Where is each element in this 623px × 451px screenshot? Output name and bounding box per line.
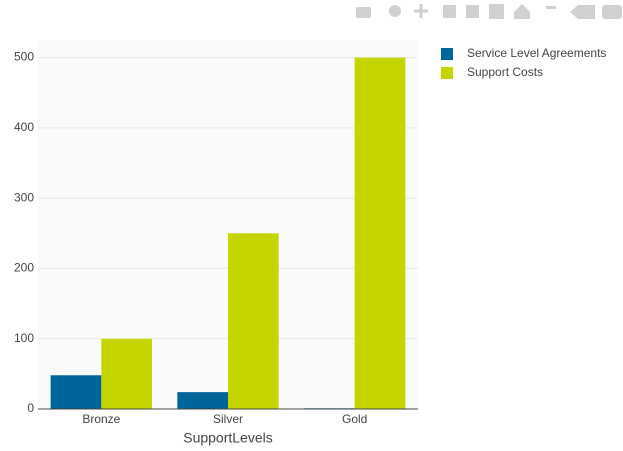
legend-label: Support Costs	[467, 65, 543, 79]
zoom-in-icon[interactable]	[443, 5, 456, 18]
y-tick-label: 200	[14, 261, 34, 275]
y-tick-label: 300	[14, 190, 34, 204]
bar	[101, 338, 152, 409]
y-tick-label: 100	[14, 331, 34, 345]
hover-compare-icon[interactable]	[602, 5, 622, 19]
zoom-out-icon[interactable]	[466, 5, 479, 18]
y-tick-label: 500	[14, 50, 34, 64]
bar	[354, 57, 406, 409]
x-tick-label: Bronze	[82, 412, 120, 426]
legend-swatch	[441, 48, 453, 60]
x-tick-label: Silver	[213, 412, 243, 426]
modebar	[356, 4, 622, 19]
bar	[50, 375, 102, 409]
hover-closest-icon[interactable]	[570, 5, 595, 19]
y-tick-label: 0	[27, 401, 34, 415]
spike-icon[interactable]	[546, 6, 556, 9]
reset-icon[interactable]	[514, 4, 530, 19]
x-tick-label: Gold	[342, 412, 367, 426]
legend-label: Service Level Agreements	[467, 46, 606, 60]
legend-swatch	[441, 67, 453, 79]
bar	[228, 233, 279, 409]
y-tick-label: 400	[14, 120, 34, 134]
camera-icon[interactable]	[356, 7, 371, 18]
pan-icon[interactable]	[414, 4, 428, 18]
x-axis-title: SupportLevels	[183, 430, 273, 446]
zoom-icon[interactable]	[389, 5, 401, 17]
autoscale-icon[interactable]	[489, 4, 504, 19]
bar	[177, 392, 228, 409]
